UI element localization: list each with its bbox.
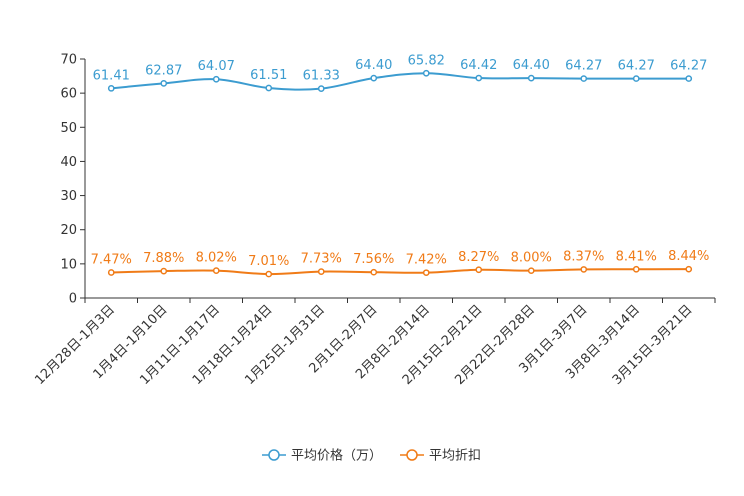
data-label: 7.42% — [406, 253, 447, 268]
data-point[interactable] — [317, 268, 325, 275]
data-label: 7.47% — [91, 252, 132, 267]
y-tick-label: 30 — [60, 189, 77, 204]
series-line — [111, 268, 689, 276]
data-point[interactable] — [475, 74, 483, 82]
data-label: 7.88% — [143, 251, 184, 266]
legend[interactable]: 平均价格（万） 平均折扣 — [262, 448, 481, 464]
data-label: 61.51 — [250, 68, 287, 83]
data-label: 64.27 — [565, 59, 602, 74]
data-point[interactable] — [632, 265, 640, 273]
series-line — [111, 72, 689, 91]
data-label: 61.33 — [303, 69, 340, 84]
legend-marker-icon — [406, 449, 418, 461]
series-2: 7.47% 7.88% 8.02% 7.01% 7.73% 7.56% 7.42% 8.27%… — [91, 249, 709, 278]
data-label: 64.27 — [618, 59, 655, 74]
data-label: 64.42 — [460, 58, 497, 73]
data-label: 7.73% — [301, 252, 342, 267]
data-point[interactable] — [265, 270, 273, 278]
data-point[interactable] — [160, 79, 168, 87]
data-point[interactable] — [685, 265, 693, 273]
data-label: 8.00% — [511, 251, 552, 266]
data-label: 62.87 — [145, 63, 182, 78]
data-label: 7.56% — [353, 252, 394, 267]
y-tick-label: 70 — [60, 53, 77, 68]
data-point[interactable] — [370, 74, 378, 82]
y-tick-label: 10 — [60, 257, 77, 272]
data-point[interactable] — [527, 74, 535, 82]
data-point[interactable] — [422, 69, 430, 77]
legend-label: 平均价格（万） — [291, 448, 382, 464]
data-label: 7.01% — [248, 254, 289, 269]
data-point[interactable] — [160, 267, 168, 275]
legend-label: 平均折扣 — [429, 449, 481, 464]
data-point[interactable] — [370, 268, 378, 276]
legend-marker-icon — [268, 449, 280, 461]
data-point[interactable] — [212, 75, 220, 83]
data-label: 64.27 — [670, 59, 707, 74]
data-point[interactable] — [685, 75, 693, 82]
data-label: 8.02% — [196, 251, 237, 266]
data-point[interactable] — [317, 85, 325, 92]
data-point[interactable] — [107, 84, 115, 92]
data-point[interactable] — [265, 84, 273, 92]
data-label: 65.82 — [408, 53, 445, 68]
y-tick-label: 0 — [69, 292, 77, 307]
data-label: 8.27% — [458, 250, 499, 265]
series-layer: 61.41 62.87 64.07 61.51 61.33 64.40 65.82 64.42… — [91, 53, 709, 278]
legend-item-2[interactable]: 平均折扣 — [400, 449, 481, 464]
data-point[interactable] — [580, 266, 588, 273]
data-point[interactable] — [580, 75, 588, 82]
y-tick-label: 20 — [60, 223, 77, 238]
axes: 01020304050607012月28日-1月3日1月4日-1月10日1月11… — [32, 53, 716, 388]
data-label: 61.41 — [93, 68, 130, 83]
data-point[interactable] — [422, 269, 430, 277]
data-label: 64.40 — [355, 58, 392, 73]
data-point[interactable] — [632, 75, 640, 82]
data-label: 8.41% — [616, 249, 657, 264]
y-tick-label: 50 — [60, 121, 77, 136]
data-point[interactable] — [527, 267, 535, 275]
y-tick-label: 40 — [60, 155, 77, 170]
data-point[interactable] — [107, 269, 115, 276]
y-tick-label: 60 — [60, 87, 77, 102]
series-1: 61.41 62.87 64.07 61.51 61.33 64.40 65.82 64.42… — [93, 53, 707, 92]
data-point[interactable] — [212, 267, 220, 274]
data-point[interactable] — [475, 266, 483, 274]
data-label: 8.44% — [668, 249, 709, 264]
legend-item-1[interactable]: 平均价格（万） — [262, 448, 382, 464]
data-label: 64.40 — [513, 58, 550, 73]
data-label: 64.07 — [198, 59, 235, 74]
data-label: 8.37% — [563, 249, 604, 264]
